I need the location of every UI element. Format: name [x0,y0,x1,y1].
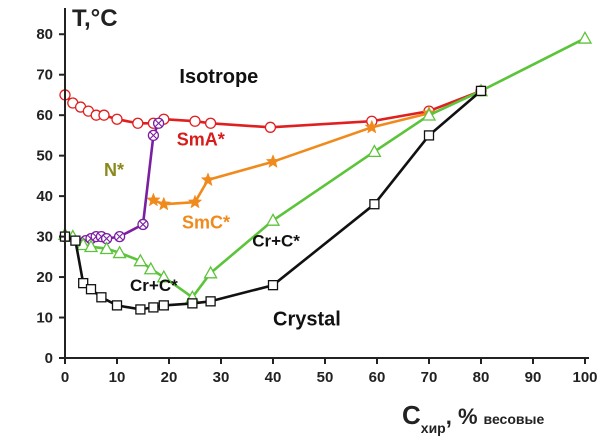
y-tick-label: 0 [45,350,53,367]
x-tick-label: 30 [213,369,230,386]
data-point-green_boundary [577,30,593,44]
y-tick-label: 70 [36,67,53,84]
data-point-crystal_boundary [205,296,216,307]
x-axis-title-rest: , % [446,404,478,429]
region-label-cr-c-left: Cr+C* [130,276,178,295]
y-tick-label: 10 [36,310,53,327]
series-green_boundary [57,30,593,303]
region-label-isotrope: Isotrope [179,66,258,88]
region-label-cr-c-right: Cr+C* [252,232,300,251]
data-point-crystal_boundary [423,130,435,141]
data-point-crystal_boundary [78,277,89,289]
data-point-green_boundary [421,107,437,121]
data-point-crystal_boundary [475,85,487,97]
x-axis-title-unit: весовые [484,411,545,427]
x-axis-title-subscript: хир [421,420,446,436]
data-point-crystal_boundary [369,199,380,210]
data-point-n_phase_boundary [113,230,126,243]
x-tick-label: 40 [265,369,282,386]
data-point-n_phase_boundary [152,117,165,129]
data-point-smc_transition [265,154,281,168]
data-point-green_boundary [265,213,281,226]
x-tick-label: 60 [369,369,386,386]
region-label-smc: SmC* [182,212,230,232]
region-label-sma: SmA* [177,130,225,150]
x-tick-label: 70 [421,369,438,386]
region-labels-layer: Isotrope SmA* N* SmC* Cr+C* Cr+C* Crystal [104,66,341,331]
region-label-crystal: Crystal [273,309,341,331]
data-point-green_boundary [83,239,99,253]
y-tick-label: 80 [36,26,53,43]
x-tick-label: 100 [572,369,597,386]
data-point-green_boundary [203,265,218,279]
data-point-isotropic_transition [111,113,123,125]
x-axis-title-main: C [402,400,421,430]
data-point-crystal_boundary [135,304,146,315]
y-tick-label: 40 [36,188,53,205]
y-axis-title: T,°C [72,5,118,32]
data-point-crystal_boundary [148,302,159,313]
data-point-isotropic_transition [204,117,217,129]
data-point-green_boundary [143,261,158,275]
data-point-isotropic_transition [98,109,110,121]
x-tick-label: 90 [525,369,542,386]
data-point-smc_transition [187,194,203,209]
data-point-crystal_boundary [70,235,81,246]
x-tick-label: 0 [61,369,69,386]
x-tick-label: 50 [317,369,334,386]
x-tick-label: 20 [161,369,178,386]
series-isotropic_transition [59,85,487,133]
data-point-green_boundary [156,269,171,283]
data-point-green_boundary [99,241,114,255]
data-point-smc_transition [156,196,172,211]
data-point-crystal_boundary [85,284,97,295]
data-point-crystal_boundary [267,280,279,291]
series-layer [57,30,593,315]
data-point-n_phase_boundary [147,129,160,142]
y-tick-label: 20 [36,269,53,286]
data-point-smc_transition [146,192,161,207]
data-point-smc_transition [200,172,216,187]
x-axis-title: Cхир, % весовые [402,400,544,436]
data-point-n_phase_boundary [137,218,149,231]
data-point-crystal_boundary [158,300,169,311]
data-point-crystal_boundary [187,298,198,309]
series-n_phase_boundary [59,117,165,247]
data-point-green_boundary [112,245,127,259]
region-label-n-star: N* [104,160,124,180]
data-point-green_boundary [133,253,148,267]
data-point-smc_transition [364,119,380,134]
axes-layer: 0 10 20 30 40 50 60 70 80 90 100 0 10 20 30 40 50 60 70 80 [36,8,598,386]
data-point-green_boundary [367,144,382,158]
x-tick-label: 10 [109,369,126,386]
x-tick-label: 80 [473,369,490,386]
y-tick-label: 30 [36,229,53,246]
data-point-crystal_boundary [111,300,123,311]
y-tick-label: 50 [36,148,53,165]
data-point-isotropic_transition [189,115,201,127]
data-point-crystal_boundary [96,292,107,303]
data-point-isotropic_transition [132,117,144,129]
y-tick-label: 60 [36,107,53,124]
data-point-isotropic_transition [264,121,277,133]
